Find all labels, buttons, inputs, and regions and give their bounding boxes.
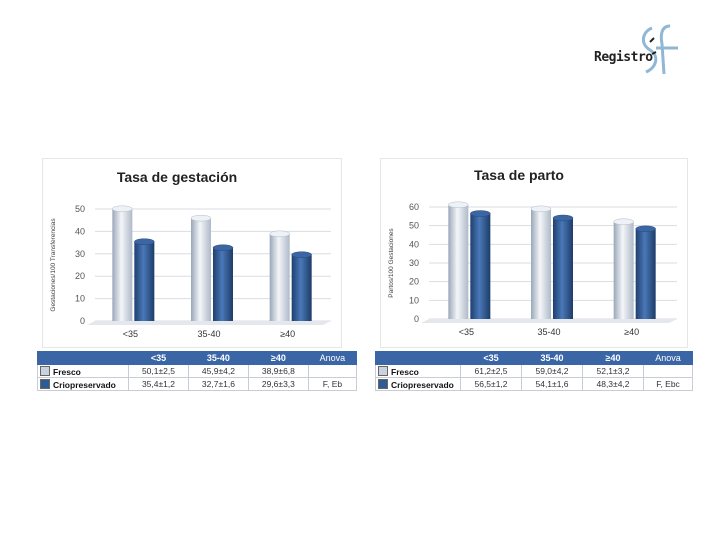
birth-data-table: <35 35-40 ≥40 Anova Fresco 61,2±2,5 59,0… [375, 351, 693, 391]
chart-floor [421, 319, 677, 323]
bar-cap [212, 244, 234, 252]
y-axis-label: Gestaciones/100 Transferencias [50, 218, 57, 312]
row-label: Fresco [37, 364, 129, 378]
bar-fresco [269, 233, 290, 321]
table-cell: 38,9±6,8 [247, 364, 309, 378]
bar-fresco [448, 204, 469, 319]
bar-crio [470, 213, 491, 319]
bar-cap [112, 205, 133, 213]
x-tick-label: <35 [123, 329, 138, 339]
bar-cap [552, 214, 574, 222]
logo-text: Registro [594, 50, 653, 65]
chart-title: Tasa de parto [474, 167, 564, 183]
registro-logo: Registro [590, 22, 690, 78]
bar-fresco [613, 221, 634, 319]
y-tick-label: 30 [75, 249, 85, 259]
header-cell: Anova [643, 351, 693, 365]
table-header-row: <35 35-40 ≥40 Anova [375, 351, 693, 365]
bar-cap [190, 214, 212, 222]
y-axis-label: Partos/100 Gestaciones [388, 228, 395, 298]
bar-crio [213, 247, 233, 321]
x-tick-label: ≥40 [624, 327, 639, 337]
header-cell: <35 [128, 351, 189, 365]
bar-cap [470, 210, 491, 217]
birth-bar-chart: 0 10 20 30 40 50 60 Partos/100 Gestaciones <35 35… [388, 201, 677, 337]
bar-crio [635, 228, 656, 319]
y-tick-label: 20 [75, 271, 85, 281]
bar-crio [134, 241, 155, 321]
y-tick-label: 40 [75, 226, 85, 236]
row-label: Criopreservado [37, 377, 129, 391]
table-row: Fresco 50,1±2,5 45,9±4,2 38,9±6,8 [37, 364, 358, 378]
x-tick-label: ≥40 [280, 329, 295, 339]
header-cell: Anova [307, 351, 358, 365]
row-label: Criopreservado [375, 377, 461, 391]
y-tick-label: 20 [409, 277, 419, 287]
x-tick-label: <35 [459, 327, 474, 337]
bar-fresco [112, 208, 133, 321]
bar-crio [553, 218, 573, 319]
table-cell: 32,7±1,6 [187, 377, 249, 391]
fresco-swatch [40, 365, 50, 376]
header-cell: 35-40 [187, 351, 249, 365]
table-header-row: <35 35-40 ≥40 Anova [37, 351, 358, 365]
table-cell: F, Eb [307, 377, 358, 391]
x-tick-label: 35-40 [537, 327, 560, 337]
table-cell [307, 364, 358, 378]
bar-crio [291, 254, 312, 321]
y-tick-label: 10 [409, 295, 419, 305]
bar-cap [134, 238, 155, 245]
bar-cap [613, 218, 634, 225]
header-cell: <35 [460, 351, 522, 365]
table-cell: 50,1±2,5 [128, 364, 189, 378]
chart-title: Tasa de gestación [116, 169, 238, 185]
y-tick-label: 0 [80, 316, 85, 326]
table-cell: 35,4±1,2 [128, 377, 189, 391]
header-cell [37, 351, 129, 365]
chart-floor [87, 321, 331, 325]
table-cell: 56,5±1,2 [460, 377, 522, 391]
sef-logo-icon [642, 24, 678, 75]
bar-cap [635, 225, 656, 233]
y-tick-label: 40 [409, 239, 419, 249]
y-tick-label: 60 [409, 202, 419, 212]
y-tick-label: 10 [75, 294, 85, 304]
header-cell: ≥40 [582, 351, 644, 365]
table-cell: 54,1±1,6 [521, 377, 583, 391]
table-cell: 45,9±4,2 [187, 364, 249, 378]
table-row: Fresco 61,2±2,5 59,0±4,2 52,1±3,2 [375, 364, 693, 378]
table-row: Criopreservado 56,5±1,2 54,1±1,6 48,3±4,… [375, 377, 693, 391]
y-tick-label: 30 [409, 258, 419, 268]
table-cell: F, Ebc [643, 377, 693, 391]
bar-fresco [531, 208, 551, 319]
gestation-bar-chart: 0 10 20 30 40 50 Gestaciones/100 Transferencia… [50, 204, 331, 339]
table-cell: 29,6±3,3 [247, 377, 309, 391]
table-row: Criopreservado 35,4±1,2 32,7±1,6 29,6±3,… [37, 377, 358, 391]
bar-cap [530, 205, 552, 213]
table-cell: 52,1±3,2 [582, 364, 644, 378]
table-cell: 61,2±2,5 [460, 364, 522, 378]
y-tick-label: 0 [414, 314, 419, 324]
y-tick-label: 50 [409, 221, 419, 231]
header-cell: ≥40 [247, 351, 309, 365]
bar-cap [448, 201, 469, 209]
crio-swatch [378, 378, 388, 389]
table-cell: 59,0±4,2 [521, 364, 583, 378]
bar-cap [269, 230, 290, 238]
header-cell: 35-40 [521, 351, 583, 365]
birth-chart-panel: Tasa de parto 0 10 20 30 40 50 60 Partos/100 Ge… [380, 158, 688, 348]
y-tick-label: 50 [75, 204, 85, 214]
row-label: Fresco [375, 364, 461, 378]
table-cell [643, 364, 693, 378]
bar-fresco [191, 218, 211, 321]
header-cell [375, 351, 461, 365]
fresco-swatch [378, 365, 388, 376]
table-cell: 48,3±4,2 [582, 377, 644, 391]
gestation-data-table: <35 35-40 ≥40 Anova Fresco 50,1±2,5 45,9… [37, 351, 358, 391]
bar-cap [291, 251, 312, 258]
x-tick-label: 35-40 [197, 329, 220, 339]
gestation-chart-panel: Tasa de gestación 0 10 20 30 40 50 Gestaciones… [42, 158, 342, 348]
crio-swatch [40, 378, 50, 389]
